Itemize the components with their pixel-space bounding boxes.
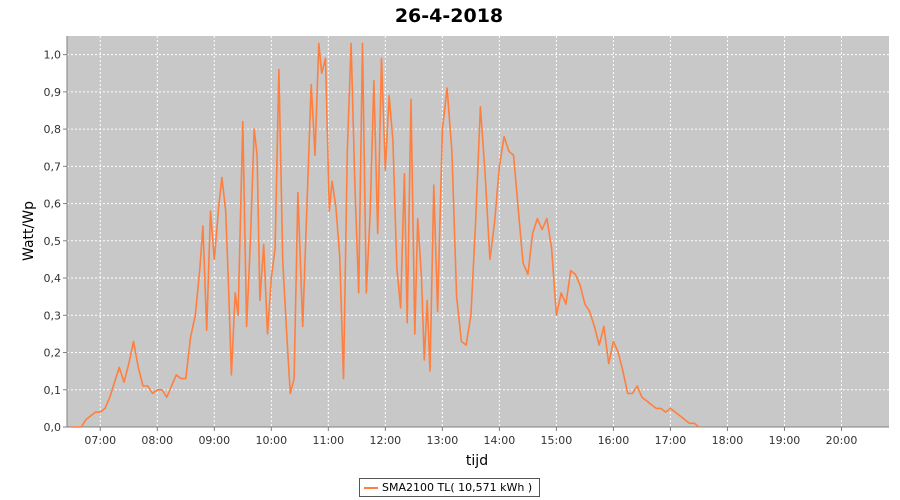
y-tick-label: 0,5 [44, 235, 62, 248]
y-tick-label: 0,8 [44, 123, 62, 136]
series-layer [71, 42, 700, 428]
y-tick-label: 1,0 [44, 49, 62, 62]
y-tick-label: 0,9 [44, 86, 62, 99]
x-tick-label: 10:00 [255, 434, 287, 447]
chart-title: 26-4-2018 [395, 5, 503, 27]
x-tick-label: 18:00 [712, 434, 744, 447]
x-tick-label: 13:00 [427, 434, 459, 447]
series-line [71, 42, 700, 428]
x-axis-label: tijd [466, 453, 488, 469]
x-tick-label: 09:00 [198, 434, 230, 447]
y-tick-label: 0,3 [44, 309, 62, 322]
x-tick-label: 17:00 [655, 434, 687, 447]
y-tick-label: 0,7 [44, 160, 62, 173]
x-tick-label: 20:00 [826, 434, 858, 447]
y-tick-label: 0,2 [44, 347, 62, 360]
legend: SMA2100 TL( 10,571 kWh ) [359, 478, 540, 497]
x-tick-label: 07:00 [84, 434, 116, 447]
grid-lines [67, 36, 889, 428]
y-axis: 0,0 0,1 0,2 0,3 0,4 0,5 0,6 0,7 0,8 0,9 1,0 [44, 36, 68, 434]
x-tick-label: 12:00 [369, 434, 401, 447]
y-tick-label: 0,1 [44, 384, 62, 397]
y-tick-label: 0,4 [44, 272, 62, 285]
x-tick-label: 08:00 [141, 434, 173, 447]
y-axis-label: Watt/Wp [21, 201, 37, 261]
x-tick-label: 14:00 [484, 434, 516, 447]
y-tick-label: 0,0 [44, 421, 62, 434]
x-axis: 07:00 08:00 09:00 10:00 11:00 12:00 13:00 14:00… [67, 426, 889, 447]
legend-label: SMA2100 TL( 10,571 kWh ) [382, 481, 533, 494]
x-tick-label: 11:00 [312, 434, 344, 447]
legend-swatch [364, 486, 378, 489]
y-tick-label: 0,6 [44, 198, 62, 211]
x-tick-label: 16:00 [598, 434, 630, 447]
x-tick-label: 15:00 [541, 434, 573, 447]
plot-area [67, 36, 889, 427]
x-tick-label: 19:00 [769, 434, 801, 447]
